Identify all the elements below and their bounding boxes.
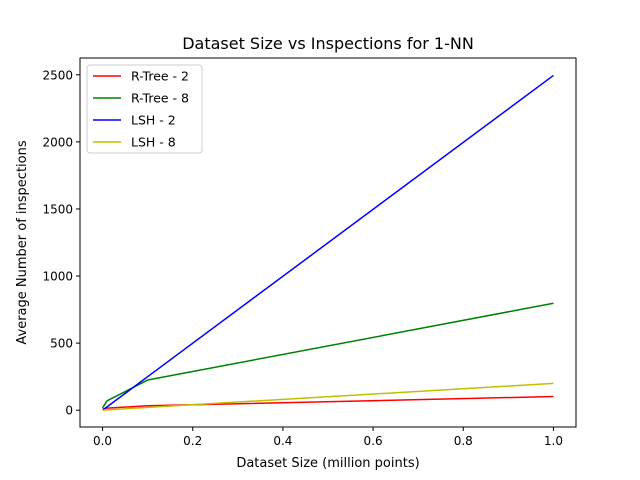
chart-title: Dataset Size vs Inspections for 1-NN (182, 34, 474, 53)
axis-ticks: 0.0 0.2 0.4 0.6 0.8 1.0 0 500 1000 1500 2000 2500 (42, 68, 563, 448)
x-tick-label: 1.0 (544, 434, 563, 448)
y-axis-label: Average Number of inspections (15, 140, 30, 344)
series-lines (101, 74, 554, 411)
legend-label: R-Tree - 2 (131, 69, 189, 84)
series-line-r-tree-8 (101, 302, 554, 409)
x-tick-label: 0.2 (183, 434, 202, 448)
x-tick-label: 0.0 (93, 434, 112, 448)
legend-label: LSH - 2 (131, 113, 176, 128)
y-tick-label: 2000 (42, 135, 73, 149)
y-tick-label: 0 (65, 404, 73, 418)
y-tick-label: 2500 (42, 68, 73, 82)
series-line-lsh-8 (102, 382, 554, 411)
legend-box (86, 64, 203, 154)
y-tick-label: 1000 (42, 270, 73, 284)
x-tick-label: 0.4 (273, 434, 292, 448)
series-line-lsh-2 (102, 74, 554, 411)
legend-label: R-Tree - 8 (131, 91, 189, 106)
y-tick-label: 500 (50, 337, 73, 351)
x-tick-label: 0.6 (364, 434, 383, 448)
y-tick-label: 1500 (42, 202, 73, 216)
legend-label: LSH - 8 (131, 135, 176, 150)
legend: R-Tree - 2 R-Tree - 8 LSH - 2 LSH - 8 (86, 64, 203, 154)
x-axis-label: Dataset Size (million points) (236, 456, 419, 471)
plot-frame (79, 57, 577, 428)
x-tick-label: 0.8 (454, 434, 473, 448)
